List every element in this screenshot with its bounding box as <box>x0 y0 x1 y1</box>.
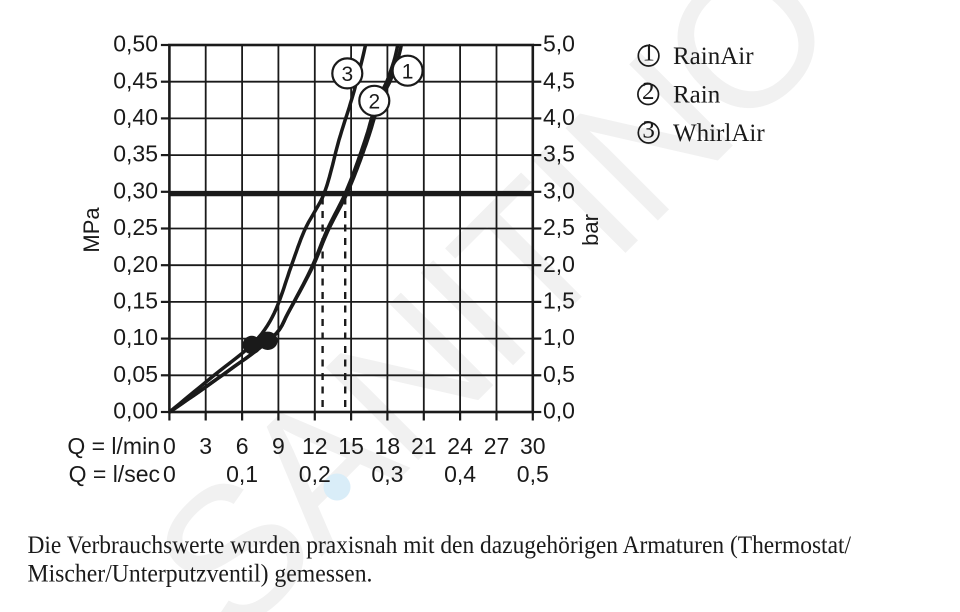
svg-text:6: 6 <box>236 433 249 459</box>
svg-text:0,45: 0,45 <box>113 67 158 93</box>
svg-text:bar: bar <box>578 214 603 246</box>
svg-text:1: 1 <box>402 60 414 83</box>
svg-text:0,05: 0,05 <box>113 361 158 387</box>
svg-text:Die Verbrauchswerte wurden pra: Die Verbrauchswerte wurden praxisnah mit… <box>28 532 852 559</box>
svg-text:1: 1 <box>642 40 655 67</box>
svg-text:MPa: MPa <box>79 207 104 253</box>
svg-text:Mischer/Unterputzventil) gemes: Mischer/Unterputzventil) gemessen. <box>28 561 373 588</box>
svg-text:0,4: 0,4 <box>444 461 476 487</box>
svg-text:0: 0 <box>163 461 176 487</box>
svg-text:3: 3 <box>199 433 212 459</box>
svg-text:0,50: 0,50 <box>113 31 158 57</box>
svg-text:0: 0 <box>163 433 176 459</box>
svg-text:RainAir: RainAir <box>673 43 754 70</box>
svg-text:2,5: 2,5 <box>543 214 575 240</box>
svg-text:3: 3 <box>341 63 353 86</box>
svg-text:0,5: 0,5 <box>517 461 549 487</box>
svg-text:0,20: 0,20 <box>113 251 158 277</box>
svg-text:1,0: 1,0 <box>543 324 575 350</box>
svg-text:3,5: 3,5 <box>543 141 575 167</box>
svg-text:24: 24 <box>447 433 473 459</box>
svg-text:27: 27 <box>484 433 510 459</box>
svg-text:0,1: 0,1 <box>226 461 258 487</box>
svg-text:3,0: 3,0 <box>543 177 575 203</box>
svg-text:0,5: 0,5 <box>543 361 575 387</box>
svg-text:0,25: 0,25 <box>113 214 158 240</box>
svg-text:2,0: 2,0 <box>543 251 575 277</box>
svg-text:0,3: 0,3 <box>371 461 403 487</box>
svg-text:0,40: 0,40 <box>113 104 158 130</box>
svg-text:0,2: 0,2 <box>299 461 331 487</box>
svg-text:2: 2 <box>368 90 380 113</box>
svg-text:0,0: 0,0 <box>543 398 575 424</box>
svg-text:4,0: 4,0 <box>543 104 575 130</box>
svg-text:4,5: 4,5 <box>543 67 575 93</box>
svg-text:0,30: 0,30 <box>113 177 158 203</box>
svg-text:Rain: Rain <box>673 82 721 109</box>
svg-text:30: 30 <box>520 433 546 459</box>
svg-text:0,15: 0,15 <box>113 288 158 314</box>
svg-text:18: 18 <box>375 433 401 459</box>
svg-text:2: 2 <box>642 78 655 105</box>
svg-text:5,0: 5,0 <box>543 31 575 57</box>
svg-text:9: 9 <box>272 433 285 459</box>
svg-text:3: 3 <box>642 117 655 144</box>
svg-text:Q = l/sec: Q = l/sec <box>69 461 160 487</box>
svg-text:15: 15 <box>338 433 364 459</box>
svg-text:1,5: 1,5 <box>543 288 575 314</box>
svg-text:0,10: 0,10 <box>113 324 158 350</box>
svg-text:0,00: 0,00 <box>113 398 158 424</box>
svg-text:Q = l/min: Q = l/min <box>67 433 160 459</box>
svg-text:WhirlAir: WhirlAir <box>673 120 765 147</box>
svg-text:0,35: 0,35 <box>113 141 158 167</box>
svg-text:12: 12 <box>302 433 328 459</box>
svg-text:21: 21 <box>411 433 437 459</box>
